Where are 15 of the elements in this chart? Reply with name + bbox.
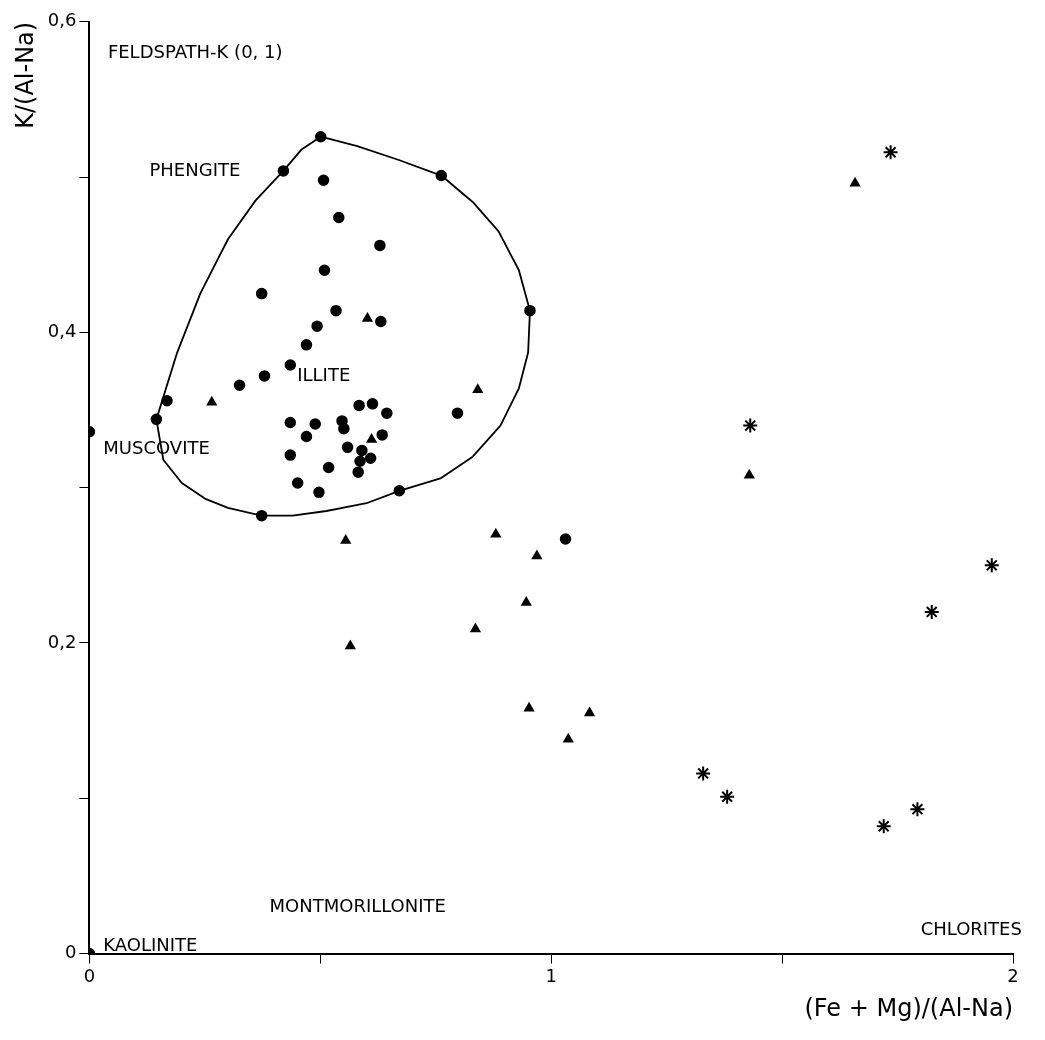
- x-axis-title: (Fe + Mg)/(Al-Na): [804, 993, 1013, 1022]
- annotation: ILLITE: [297, 363, 351, 385]
- x-tick-label: 2: [1007, 965, 1019, 987]
- annotation: FELDSPATH-K (0, 1): [107, 40, 283, 62]
- y-tick-label: 0: [64, 941, 77, 963]
- x-tick-label: 0: [83, 965, 96, 987]
- y-tick-label: 0,4: [47, 320, 77, 342]
- y-tick-label: 0,6: [47, 9, 77, 31]
- annotation: KAOLINITE: [103, 933, 198, 955]
- y-axis-title: K/(Al-Na): [10, 21, 39, 129]
- y-tick-label: 0,2: [47, 630, 77, 652]
- x-tick-label: 1: [545, 965, 557, 987]
- annotation: MONTMORILLONITE: [269, 894, 446, 916]
- annotation: CHLORITES: [920, 917, 1022, 939]
- annotation: PHENGITE: [149, 158, 241, 180]
